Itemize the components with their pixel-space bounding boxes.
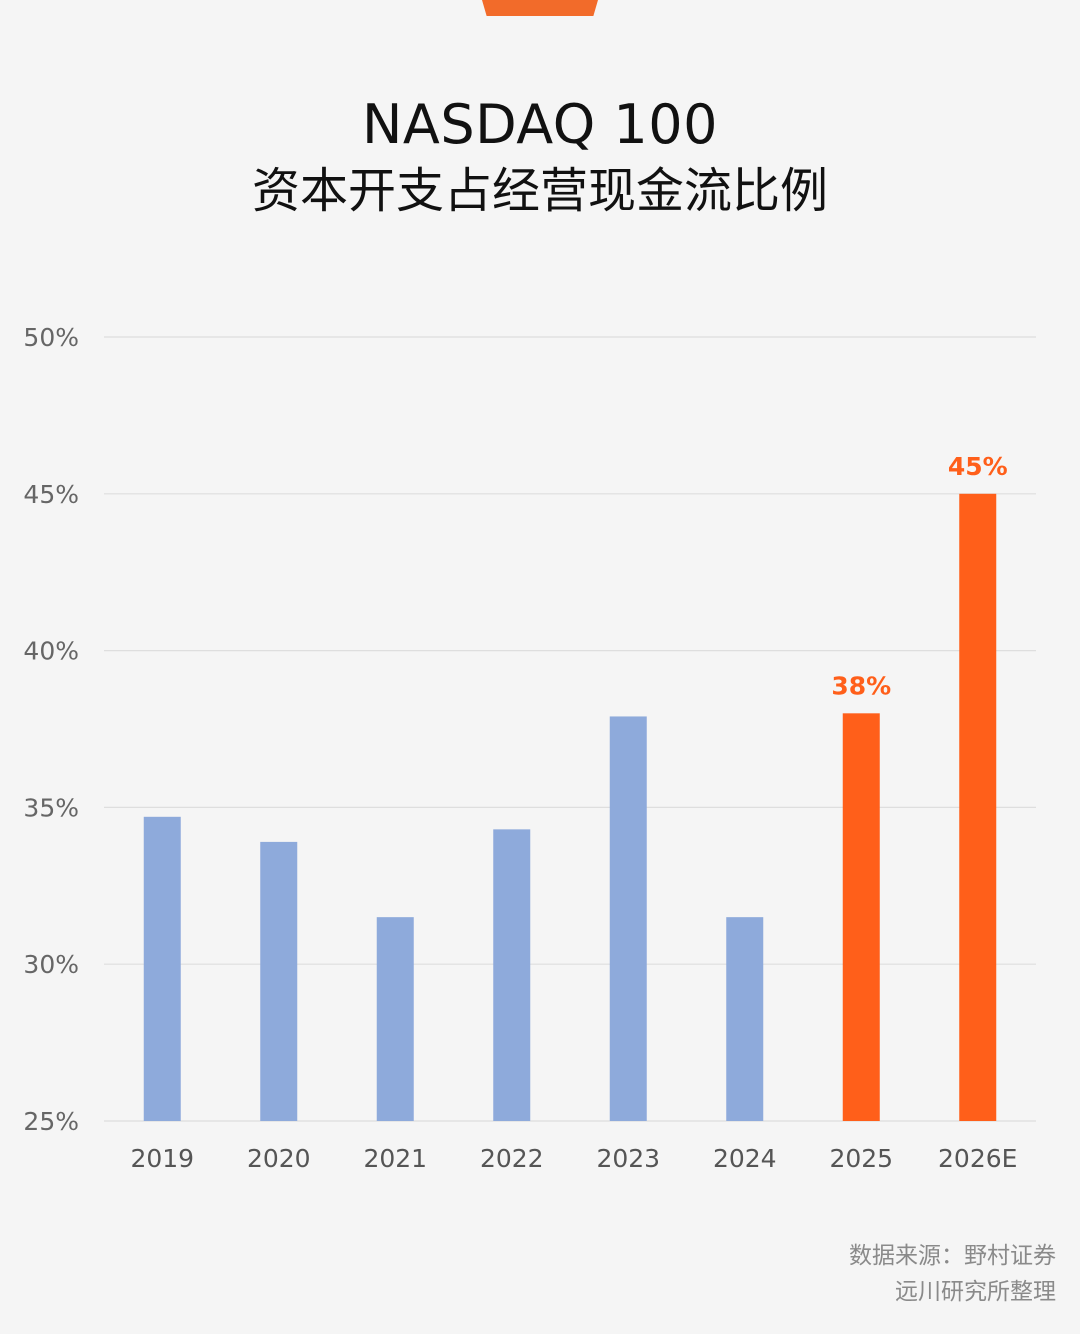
source-line-2: 远川研究所整理 <box>895 1279 1056 1305</box>
source-note: 数据来源：野村证券 远川研究所整理 <box>849 1238 1056 1310</box>
x-tick-label: 2024 <box>713 1144 777 1173</box>
top-accent-tab <box>482 0 598 16</box>
x-tick-label: 2021 <box>363 1144 427 1173</box>
y-tick-label: 35% <box>23 793 79 822</box>
bar-2026e <box>959 493 997 1121</box>
bar-2021 <box>376 917 414 1121</box>
data-label-2025: 38% <box>831 671 891 700</box>
x-tick-label: 2022 <box>480 1144 544 1173</box>
y-tick-label: 50% <box>23 323 79 352</box>
bar-2023 <box>609 716 647 1121</box>
bar-2022 <box>493 829 531 1121</box>
source-line-1: 数据来源：野村证券 <box>849 1243 1056 1269</box>
bar-2025 <box>842 713 880 1121</box>
y-tick-label: 40% <box>23 637 79 666</box>
chart-title: NASDAQ 100 资本开支占经营现金流比例 <box>0 92 1080 224</box>
bar-2024 <box>726 917 764 1121</box>
title-line-1: NASDAQ 100 <box>362 93 718 156</box>
x-tick-label: 2026E <box>938 1144 1017 1173</box>
x-tick-label: 2023 <box>596 1144 660 1173</box>
bar-2020 <box>260 841 298 1121</box>
y-tick-label: 30% <box>23 950 79 979</box>
x-tick-label: 2025 <box>829 1144 893 1173</box>
y-tick-label: 45% <box>23 480 79 509</box>
y-tick-label: 25% <box>23 1107 79 1136</box>
x-tick-label: 2019 <box>130 1144 194 1173</box>
title-line-2: 资本开支占经营现金流比例 <box>251 163 828 219</box>
bar-2019 <box>143 816 181 1121</box>
x-tick-label: 2020 <box>247 1144 311 1173</box>
data-label-2026e: 45% <box>948 452 1008 481</box>
